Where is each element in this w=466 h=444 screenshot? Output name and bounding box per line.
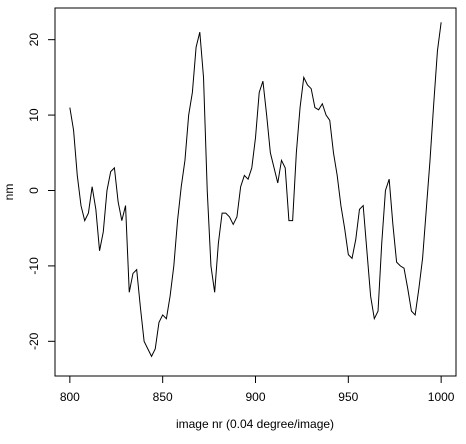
x-tick-label: 1000	[428, 390, 455, 404]
y-tick-label: 20	[27, 33, 41, 47]
y-axis-label: nm	[2, 184, 16, 201]
x-tick-label: 850	[153, 390, 173, 404]
x-tick-label: 800	[60, 390, 80, 404]
x-tick-label: 900	[245, 390, 265, 404]
y-tick-label: -10	[27, 257, 41, 275]
plot-box	[54, 7, 457, 377]
data-line	[69, 22, 442, 358]
y-tick-label: -20	[27, 332, 41, 350]
y-tick-label: 0	[27, 187, 41, 194]
y-tick-label: 10	[27, 108, 41, 122]
x-axis-label: image nr (0.04 degree/image)	[176, 417, 334, 431]
x-tick-label: 950	[338, 390, 358, 404]
